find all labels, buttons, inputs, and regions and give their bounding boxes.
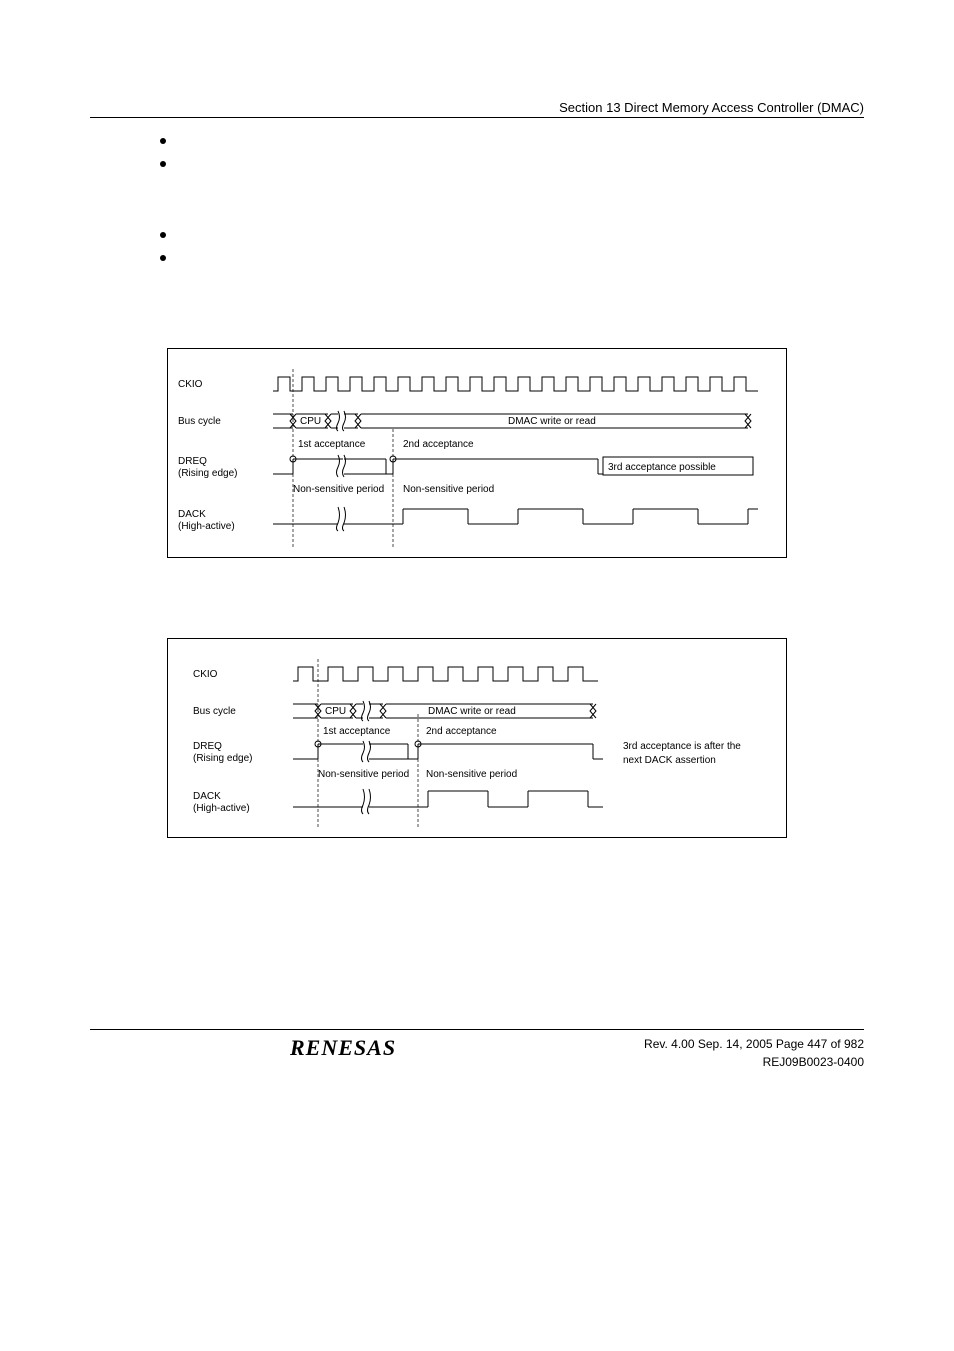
ckio-label: CKIO [193, 669, 218, 680]
accept3a-text: 3rd acceptance is after the [623, 741, 741, 752]
dack-sub-label: (High-active) [178, 521, 235, 532]
dack-sub-label: (High-active) [193, 803, 250, 814]
renesas-logo: RENESAS [290, 1035, 396, 1061]
section-header: Section 13 Direct Memory Access Controll… [90, 100, 864, 118]
accept1-text: 1st acceptance [323, 726, 391, 737]
timing-svg-2: CKIO Bus cycle CPU DMAC write or read [178, 659, 778, 829]
revision-text: Rev. 4.00 Sep. 14, 2005 Page 447 of 982 [644, 1035, 864, 1053]
timing-svg-1: CKIO Bus cycle CPU DMAC w [178, 369, 778, 549]
accept3b-text: next DACK assertion [623, 755, 716, 766]
timing-diagram-1: CKIO Bus cycle CPU DMAC w [167, 348, 787, 558]
cpu-text: CPU [300, 416, 321, 427]
footer-divider [90, 1029, 864, 1030]
nonsens2-text: Non-sensitive period [426, 769, 517, 780]
bullet-icon [160, 255, 166, 261]
accept2-text: 2nd acceptance [426, 726, 497, 737]
bullet-icon [160, 161, 166, 167]
spacer [90, 578, 864, 618]
spacer [90, 278, 864, 328]
timing-diagram-2: CKIO Bus cycle CPU DMAC write or read [167, 638, 787, 838]
page-footer: RENESAS Rev. 4.00 Sep. 14, 2005 Page 447… [90, 1029, 864, 1071]
dack-label: DACK [193, 791, 221, 802]
dreq-sub-label: (Rising edge) [178, 468, 237, 479]
nonsens1-text: Non-sensitive period [293, 484, 384, 495]
buscycle-label: Bus cycle [178, 416, 221, 427]
section-title: Section 13 Direct Memory Access Controll… [559, 100, 864, 115]
cpu-text: CPU [325, 706, 346, 717]
dreq-label: DREQ [193, 741, 222, 752]
buscycle-label: Bus cycle [193, 706, 236, 717]
dreq-label: DREQ [178, 456, 207, 467]
bullet-group-1 [160, 138, 864, 184]
nonsens1-text: Non-sensitive period [318, 769, 409, 780]
dack-label: DACK [178, 509, 206, 520]
accept3-text: 3rd acceptance possible [608, 462, 716, 473]
ckio-label: CKIO [178, 379, 203, 390]
bullet-group-2 [160, 232, 864, 278]
doc-id-text: REJ09B0023-0400 [644, 1053, 864, 1071]
accept1-text: 1st acceptance [298, 439, 366, 450]
dmac-text: DMAC write or read [508, 416, 596, 427]
accept2-text: 2nd acceptance [403, 439, 474, 450]
bullet-icon [160, 232, 166, 238]
dmac-text: DMAC write or read [428, 706, 516, 717]
spacer [90, 184, 864, 214]
nonsens2-text: Non-sensitive period [403, 484, 494, 495]
dreq-sub-label: (Rising edge) [193, 753, 252, 764]
bullet-icon [160, 138, 166, 144]
